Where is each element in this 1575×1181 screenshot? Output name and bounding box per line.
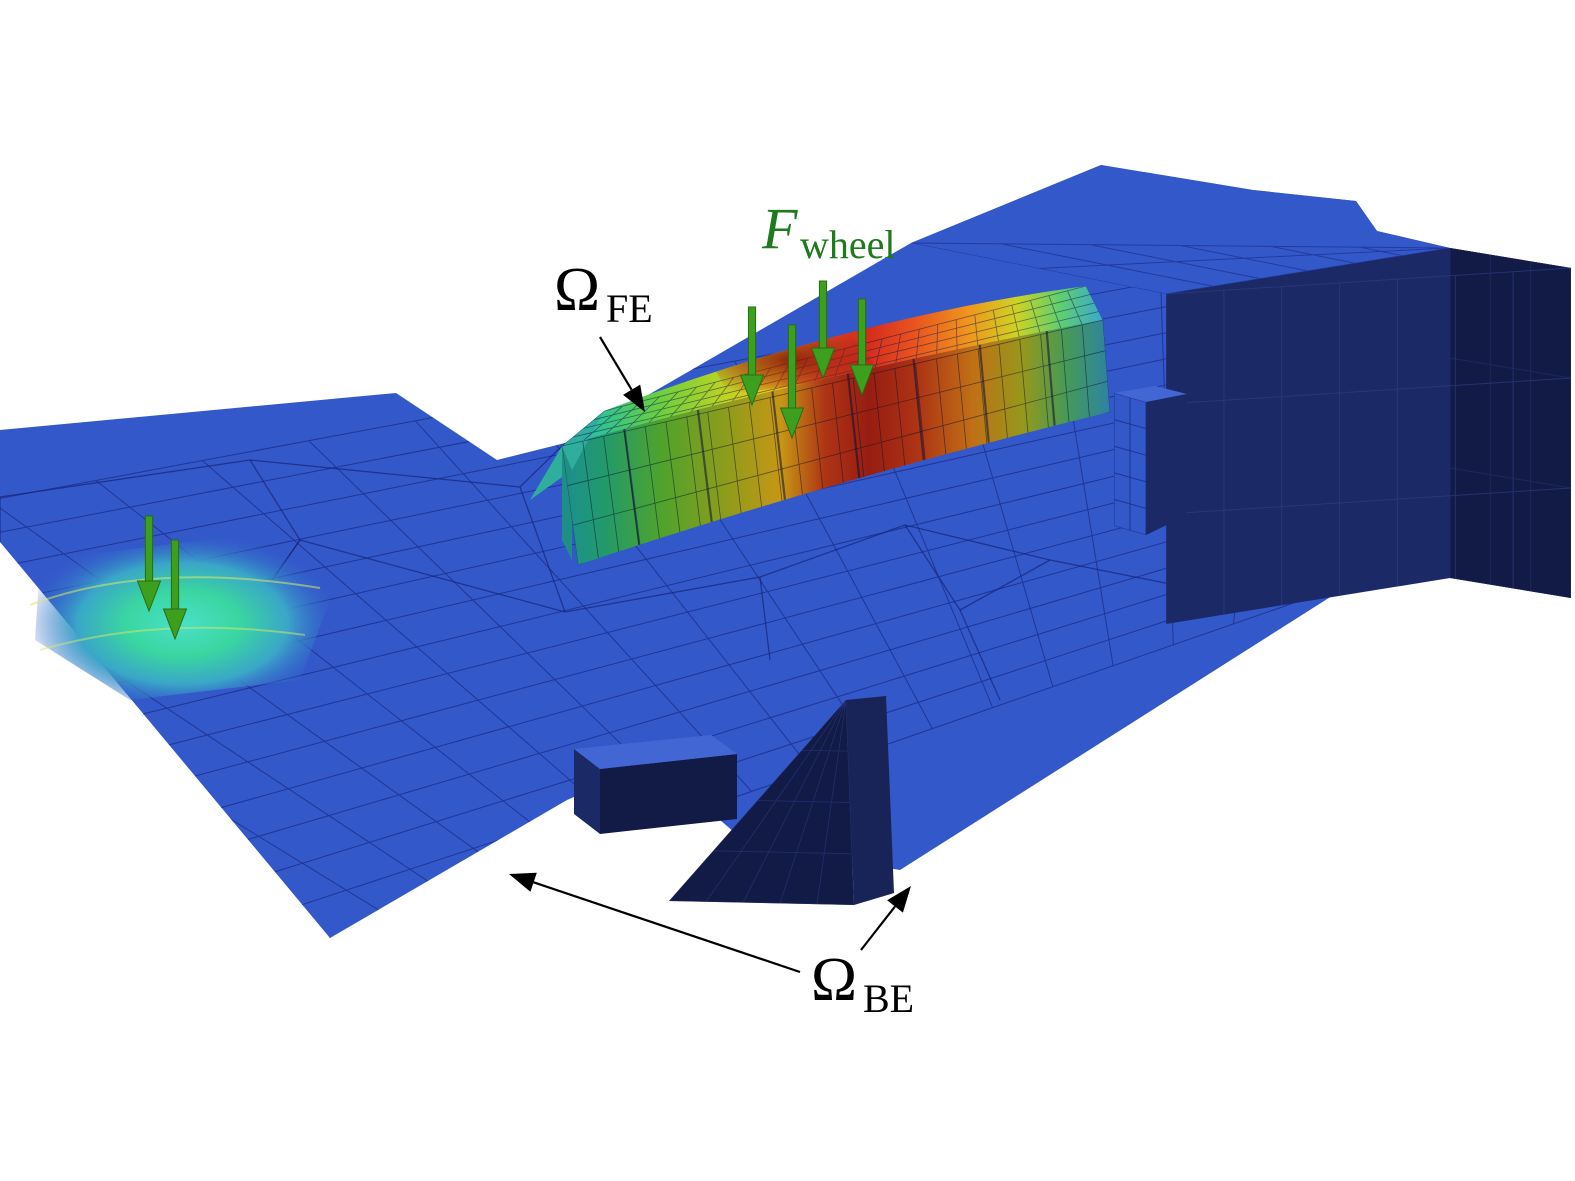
svg-text:BE: BE [863, 976, 914, 1021]
svg-text:FE: FE [606, 286, 653, 331]
svg-text:Ω: Ω [554, 256, 600, 324]
svg-text:F: F [761, 196, 798, 261]
svg-text:Ω: Ω [811, 946, 857, 1014]
svg-text:wheel: wheel [800, 222, 896, 267]
